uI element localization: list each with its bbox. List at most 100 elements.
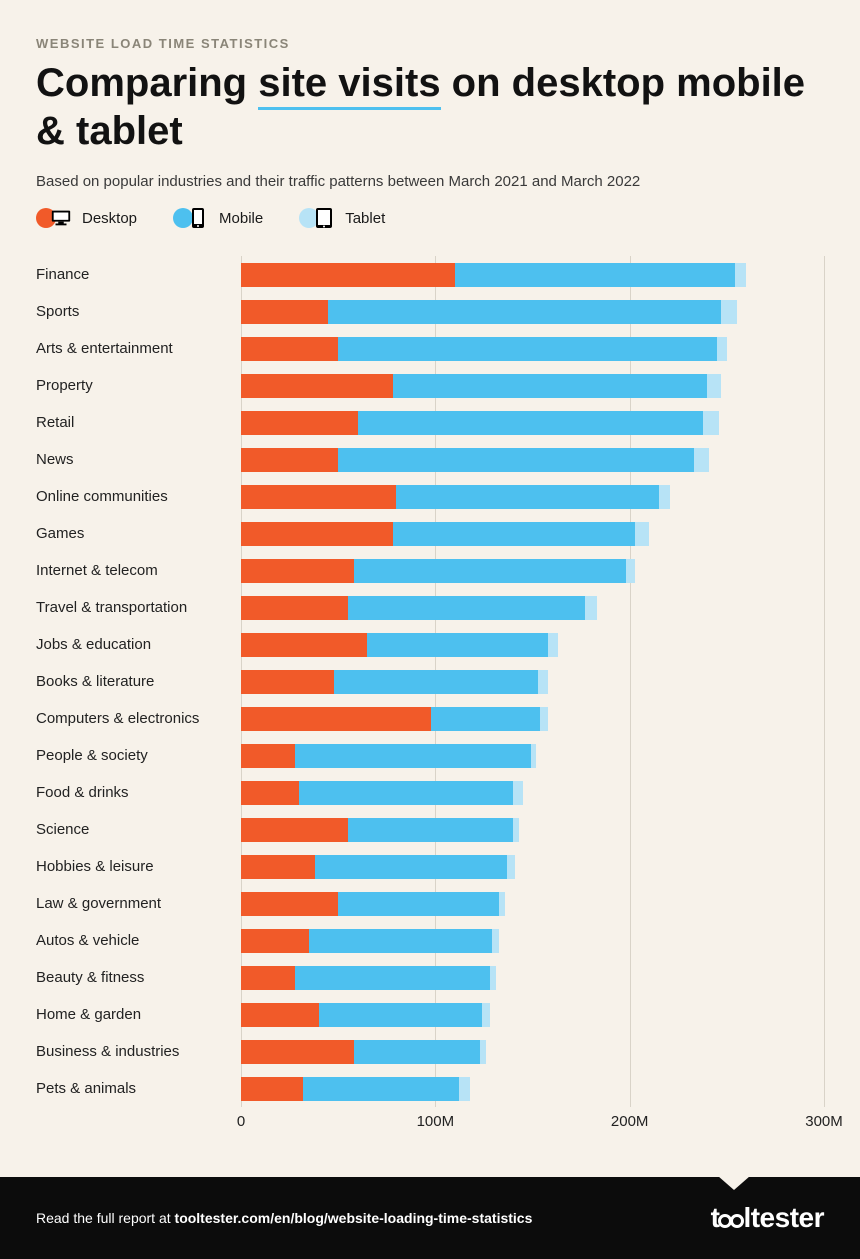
stacked-bar [241,448,709,472]
category-label: Computers & electronics [36,700,241,737]
chart-title: Comparing site visits on desktop mobile … [36,59,824,155]
footer-link: tooltester.com/en/blog/website-loading-t… [175,1210,533,1226]
bar-segment-tablet [513,818,519,842]
bar-segment-desktop [241,966,295,990]
stacked-bar [241,559,635,583]
stacked-bar [241,744,536,768]
bar-segment-mobile [354,1040,480,1064]
bar-segment-tablet [694,448,710,472]
category-label: Law & government [36,885,241,922]
stacked-bar [241,818,519,842]
bar-row [241,441,824,478]
x-tick-label: 100M [417,1113,455,1130]
category-label: Retail [36,404,241,441]
bar-segment-mobile [299,781,513,805]
stacked-bar [241,263,746,287]
bar-row [241,737,824,774]
stacked-bar [241,633,558,657]
bar-segment-mobile [338,448,694,472]
bar-segment-desktop [241,337,338,361]
bar-row [241,478,824,515]
bar-segment-desktop [241,818,348,842]
bar-segment-tablet [513,781,523,805]
bar-segment-tablet [499,892,505,916]
bar-segment-tablet [659,485,671,509]
bar-segment-mobile [431,707,540,731]
bar-segment-desktop [241,929,309,953]
bar-row [241,811,824,848]
bar-segment-tablet [707,374,721,398]
stacked-bar [241,596,597,620]
category-label: Finance [36,256,241,293]
stacked-bar [241,1040,486,1064]
bar-segment-mobile [315,855,507,879]
category-label: People & society [36,737,241,774]
bar-row [241,330,824,367]
bar-segment-mobile [358,411,704,435]
category-label: Home & garden [36,996,241,1033]
bar-segment-mobile [348,818,513,842]
y-axis-labels: FinanceSportsArts & entertainmentPropert… [36,256,241,1107]
bar-segment-tablet [721,300,737,324]
category-label: Jobs & education [36,626,241,663]
category-label: Business & industries [36,1033,241,1070]
bar-row [241,959,824,996]
bar-segment-mobile [367,633,548,657]
category-label: Travel & transportation [36,589,241,626]
category-label: Hobbies & leisure [36,848,241,885]
stacked-bar [241,707,548,731]
bar-segment-desktop [241,263,455,287]
legend: Desktop Mobile Tablet [36,208,824,228]
bar-segment-tablet [507,855,515,879]
bar-segment-mobile [295,744,530,768]
bar-row [241,256,824,293]
bar-segment-desktop [241,485,396,509]
bar-segment-tablet [585,596,597,620]
bar-segment-desktop [241,781,299,805]
category-label: Games [36,515,241,552]
category-label: Autos & vehicle [36,922,241,959]
stacked-bar [241,522,649,546]
bar-row [241,774,824,811]
footer-notch-icon [718,1176,750,1190]
bar-segment-desktop [241,522,393,546]
bar-segment-tablet [538,670,548,694]
stacked-bar [241,855,515,879]
footer: Read the full report at tooltester.com/e… [0,1177,860,1259]
bar-segment-tablet [480,1040,486,1064]
category-label: Science [36,811,241,848]
x-tick-label: 200M [611,1113,649,1130]
bar-segment-tablet [459,1077,471,1101]
bar-segment-mobile [455,263,735,287]
plot-area [241,256,824,1107]
stacked-bar [241,1003,490,1027]
stacked-bar [241,670,548,694]
bar-segment-desktop [241,1003,319,1027]
bar-segment-tablet [626,559,636,583]
legend-label: Desktop [82,210,137,227]
bar-segment-desktop [241,374,393,398]
bar-segment-tablet [548,633,558,657]
chart-container: WEBSITE LOAD TIME STATISTICS Comparing s… [0,0,860,1137]
stacked-bar [241,929,499,953]
bar-row [241,293,824,330]
bar-segment-desktop [241,744,295,768]
brand-post: ltester [743,1202,824,1234]
eyebrow: WEBSITE LOAD TIME STATISTICS [36,36,824,51]
bar-segment-mobile [295,966,489,990]
bar-row [241,885,824,922]
category-label: Beauty & fitness [36,959,241,996]
legend-label: Tablet [345,210,385,227]
legend-item: Desktop [36,208,137,228]
category-label: Property [36,367,241,404]
legend-label: Mobile [219,210,263,227]
bar-segment-tablet [635,522,649,546]
bar-row [241,663,824,700]
bar-segment-desktop [241,448,338,472]
bar-row [241,922,824,959]
bar-segment-desktop [241,1040,354,1064]
brand-logo: tltester [711,1202,824,1234]
bar-segment-desktop [241,596,348,620]
bar-row [241,1070,824,1107]
bar-segment-tablet [540,707,548,731]
